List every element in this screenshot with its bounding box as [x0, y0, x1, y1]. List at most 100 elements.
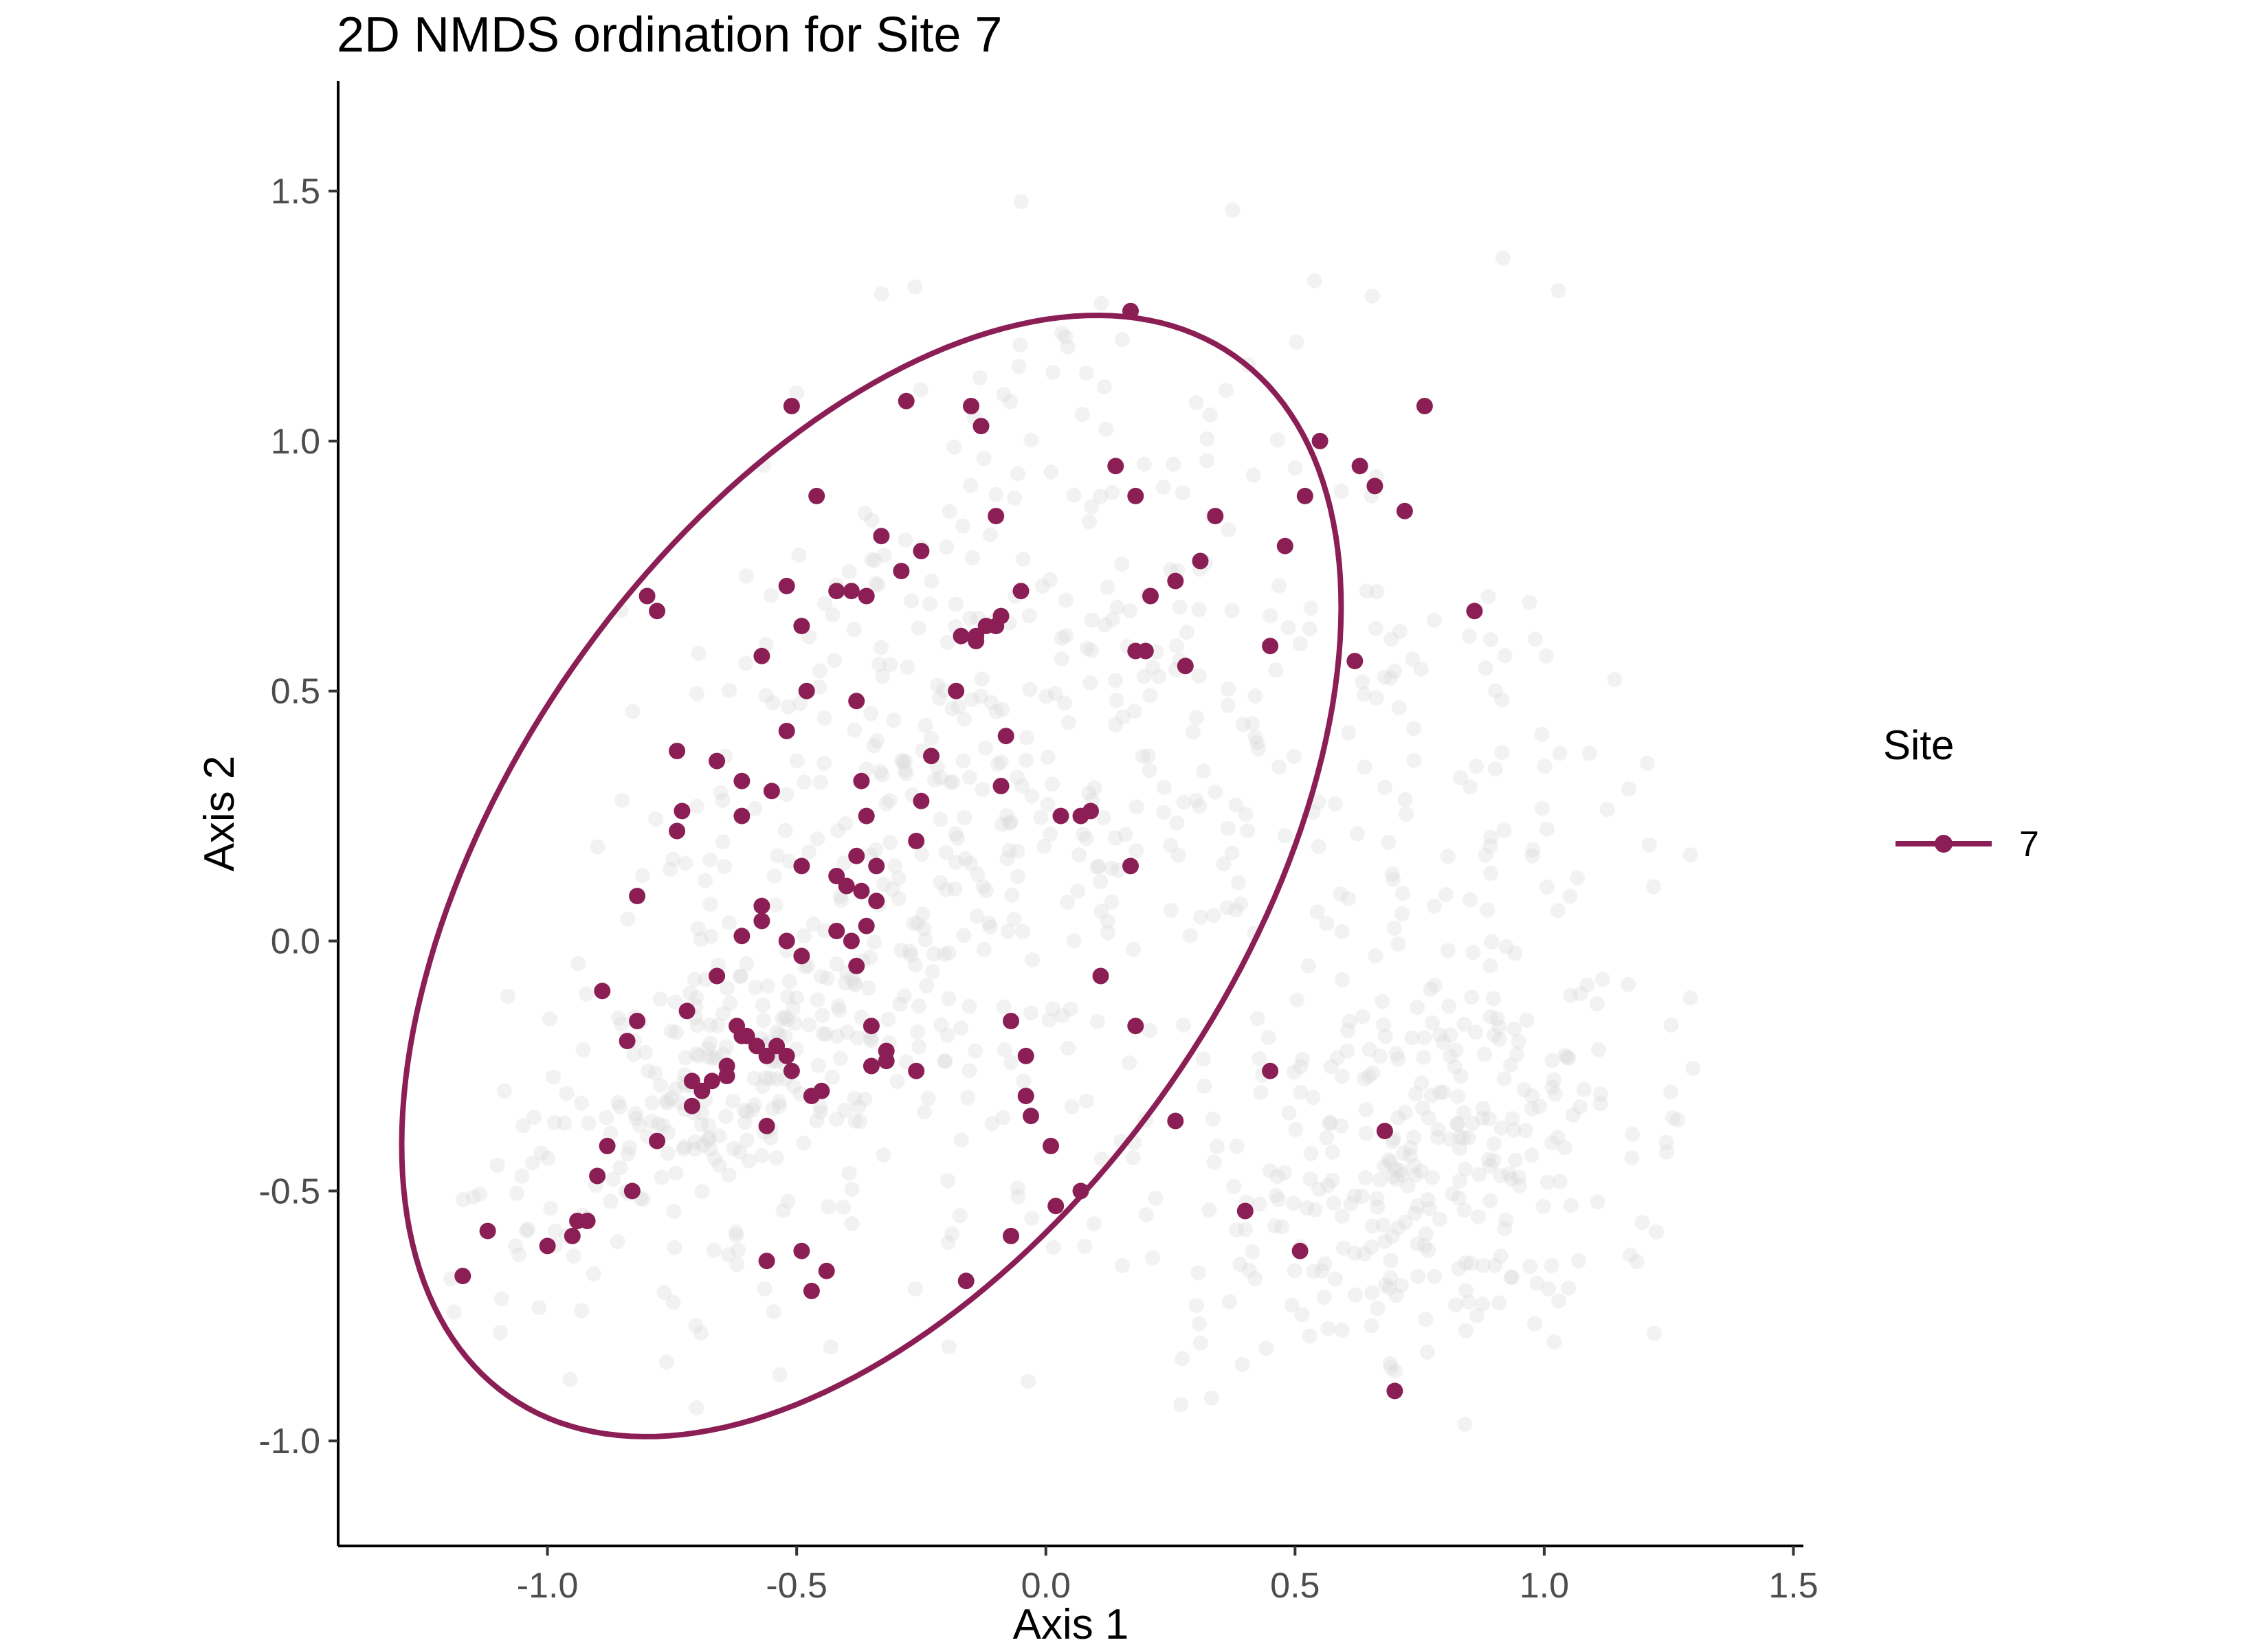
background-point: [1381, 1152, 1397, 1168]
background-point: [1546, 1072, 1562, 1088]
background-point: [847, 1113, 863, 1129]
background-point: [1504, 1269, 1520, 1285]
background-point: [707, 1151, 722, 1167]
background-point: [1249, 735, 1265, 750]
background-point: [1478, 660, 1493, 676]
background-point: [1393, 1163, 1408, 1178]
background-point: [834, 893, 849, 908]
site-7-point: [758, 1117, 775, 1134]
site-7-point: [1262, 638, 1279, 655]
background-point: [1507, 945, 1523, 961]
background-point: [710, 1018, 726, 1033]
background-point: [658, 1354, 674, 1370]
site-7-point: [1276, 537, 1293, 554]
background-point: [1461, 628, 1477, 644]
background-point: [1006, 911, 1022, 927]
background-point: [1550, 903, 1566, 919]
background-point: [933, 1017, 949, 1033]
background-point: [1364, 1285, 1380, 1301]
background-point: [1238, 1222, 1254, 1237]
background-point: [1382, 1356, 1398, 1371]
background-point: [1539, 879, 1555, 895]
background-point: [520, 1222, 535, 1237]
background-point: [511, 1247, 526, 1263]
background-point: [1224, 845, 1240, 861]
site-7-point: [953, 627, 970, 644]
background-point: [614, 792, 630, 808]
background-point: [840, 1024, 855, 1040]
background-point: [570, 956, 586, 972]
background-point: [851, 1099, 867, 1114]
background-point: [701, 1118, 716, 1133]
background-point: [1391, 699, 1407, 715]
background-point: [1016, 1073, 1032, 1089]
background-point: [1463, 779, 1478, 795]
background-point: [1507, 1021, 1522, 1037]
site-7-point: [868, 857, 885, 875]
background-point: [1408, 1205, 1423, 1221]
background-point: [1333, 1118, 1349, 1134]
background-point: [1410, 1198, 1425, 1214]
site-7-point: [838, 877, 855, 895]
background-point: [1370, 1301, 1386, 1316]
background-point: [1524, 1101, 1539, 1117]
background-point: [816, 755, 832, 771]
background-point: [1383, 1270, 1399, 1286]
background-point: [1365, 1065, 1381, 1081]
background-point: [975, 879, 991, 895]
background-point: [1491, 1031, 1507, 1047]
background-point: [702, 1018, 718, 1033]
background-point: [1226, 1178, 1242, 1194]
background-point: [1185, 724, 1201, 740]
site-7-point: [843, 583, 860, 600]
background-point: [1405, 651, 1421, 667]
background-point: [940, 635, 955, 651]
background-point: [777, 822, 793, 838]
background-point: [1478, 847, 1493, 863]
site-7-point: [758, 1047, 775, 1064]
background-point: [1491, 1295, 1507, 1311]
background-point: [1015, 923, 1031, 939]
site-7-point: [868, 893, 885, 910]
background-point: [979, 883, 994, 899]
background-point: [1424, 1015, 1440, 1031]
background-point: [1493, 1167, 1509, 1183]
site-7-point: [858, 587, 875, 605]
site-7-point: [674, 803, 691, 820]
background-point: [1192, 1316, 1208, 1332]
background-point: [746, 1097, 762, 1113]
background-point: [1034, 579, 1050, 594]
site-7-point: [818, 1262, 835, 1279]
background-point: [620, 1146, 636, 1162]
background-point: [1579, 977, 1594, 993]
background-point: [882, 835, 898, 851]
background-point: [1269, 432, 1285, 448]
background-point: [1395, 1145, 1411, 1161]
background-point: [1289, 992, 1305, 1008]
background-point: [1538, 648, 1554, 664]
background-point: [632, 1118, 647, 1133]
background-point: [1406, 1130, 1422, 1145]
background-point: [952, 1208, 968, 1224]
background-point: [1252, 1051, 1267, 1066]
background-point: [1323, 1059, 1339, 1075]
background-point: [982, 919, 998, 935]
site-7-point: [853, 882, 870, 899]
background-point: [1452, 1173, 1467, 1189]
background-point: [720, 980, 735, 996]
background-point: [1042, 572, 1058, 587]
site-7-point: [848, 957, 865, 974]
background-point: [1508, 1152, 1523, 1168]
background-point: [780, 1193, 796, 1209]
background-point: [1424, 1169, 1440, 1185]
background-point: [736, 1102, 752, 1118]
ellipse-layer: [399, 312, 1344, 1439]
background-point: [1334, 1068, 1350, 1084]
background-point: [1045, 364, 1061, 380]
background-point: [1295, 1051, 1311, 1067]
site-7-point: [828, 923, 845, 939]
background-point: [739, 1132, 755, 1148]
background-point: [1010, 466, 1025, 482]
background-point: [1058, 628, 1074, 643]
background-point: [1356, 686, 1372, 702]
